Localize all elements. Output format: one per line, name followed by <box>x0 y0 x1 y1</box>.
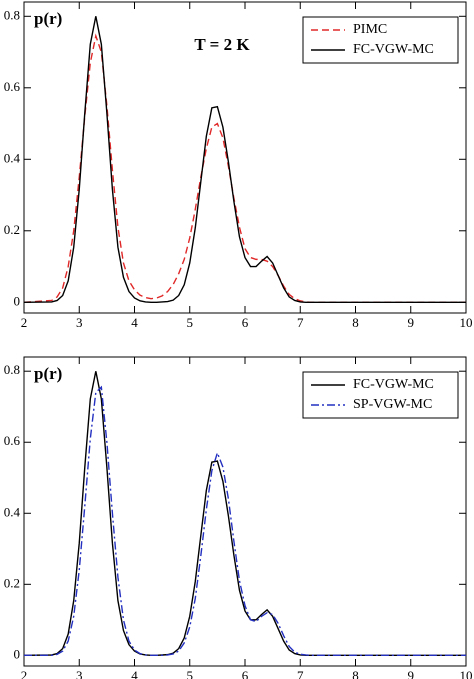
x-tick-label: 8 <box>352 315 359 330</box>
x-tick-label: 10 <box>460 315 473 330</box>
x-tick-label: 5 <box>187 315 194 330</box>
y-tick-label: 0.8 <box>4 362 20 377</box>
x-tick-label: 7 <box>297 668 304 679</box>
legend-label: FC-VGW-MC <box>353 377 434 392</box>
x-tick-label: 7 <box>297 315 304 330</box>
y-axis-label: p(r) <box>34 364 62 383</box>
legend-label: PIMC <box>353 22 387 37</box>
y-tick-label: 0.8 <box>4 7 20 22</box>
legend-label: SP-VGW-MC <box>353 397 432 412</box>
x-tick-label: 6 <box>242 315 249 330</box>
panel: 2 3 4 5 6 7 8 9 10 0 0.2 0.4 0.6 0.8 p(r) FC-VGW-MC SP-V… <box>4 356 473 679</box>
x-tick-label: 2 <box>21 668 28 679</box>
x-tick-label: 10 <box>460 668 473 679</box>
y-tick-label: 0.2 <box>4 575 20 590</box>
x-tick-label: 9 <box>408 315 415 330</box>
x-tick-label: 8 <box>352 668 359 679</box>
x-tick-label: 2 <box>21 315 28 330</box>
data-line <box>23 371 466 657</box>
data-line <box>24 385 466 657</box>
y-tick-label: 0.6 <box>4 79 21 94</box>
x-tick-label: 5 <box>187 668 194 679</box>
y-tick-label: 0 <box>14 293 21 308</box>
panel: 2 3 4 5 6 7 8 9 10 0 0.2 0.4 0.6 0.8 p(r) T = 2 K PIMC FC… <box>4 1 473 330</box>
y-tick-label: 0.6 <box>4 433 21 448</box>
data-line <box>23 33 466 303</box>
x-tick-label: 6 <box>242 668 249 679</box>
y-tick-label: 0 <box>14 646 21 661</box>
legend-label: FC-VGW-MC <box>353 42 434 57</box>
annotation: T = 2 K <box>194 35 250 54</box>
x-tick-label: 3 <box>76 315 83 330</box>
x-tick-label: 4 <box>131 668 138 679</box>
y-tick-label: 0.4 <box>4 504 21 519</box>
x-tick-label: 4 <box>131 315 138 330</box>
y-axis-label: p(r) <box>34 9 62 28</box>
legend-box <box>302 371 459 419</box>
y-tick-label: 0.4 <box>4 150 21 165</box>
x-tick-label: 3 <box>76 668 83 679</box>
legend-box <box>302 16 459 64</box>
data-line <box>23 16 466 303</box>
y-tick-label: 0.2 <box>4 222 20 237</box>
x-tick-label: 9 <box>408 668 415 679</box>
